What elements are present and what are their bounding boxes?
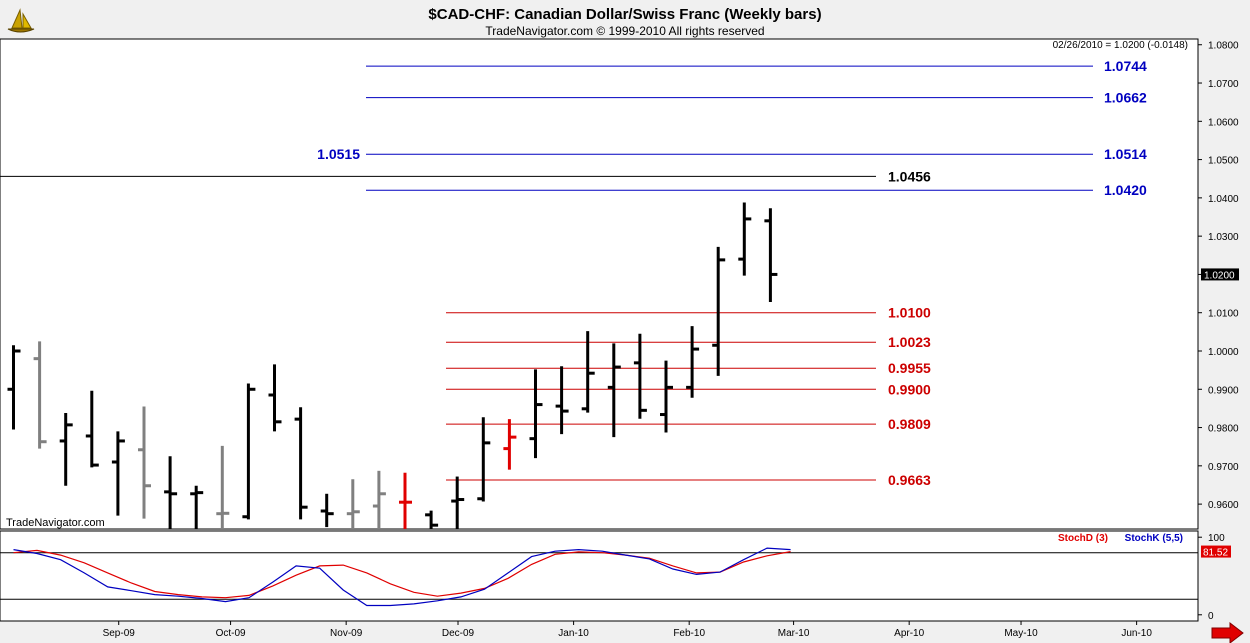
price-axis-label: 0.9900 [1208, 385, 1239, 396]
date-axis-label: Nov-09 [330, 628, 363, 639]
price-axis-label: 1.0500 [1208, 156, 1239, 167]
level-labels: 1.0744 1.0662 1.0514 1.0515 1.0456 1.0420 1.01… [317, 58, 1147, 488]
level-label: 0.9900 [888, 381, 931, 397]
ohlc-bar [346, 479, 360, 529]
level-label: 1.0744 [1104, 58, 1147, 74]
level-label: 1.0023 [888, 334, 931, 350]
ohlc-bar [581, 331, 595, 413]
level-label: 0.9663 [888, 472, 931, 488]
ohlc-bar [111, 431, 125, 516]
ohlc-bar [85, 390, 99, 468]
price-axis-label: 0.9600 [1208, 500, 1239, 511]
level-label: 1.0662 [1104, 90, 1147, 106]
price-axis-label: 1.0700 [1208, 79, 1239, 90]
last-price-box [1201, 268, 1239, 281]
stochastic-axis: 100 0 81.52 [1198, 533, 1231, 622]
ohlc-bar [59, 413, 73, 486]
level-label: 1.0514 [1104, 146, 1147, 162]
ohlc-bar [164, 456, 178, 529]
date-axis-label: May-10 [1004, 628, 1038, 639]
watermark-text: TradeNavigator.com [6, 517, 105, 529]
date-axis-label: Dec-09 [442, 628, 475, 639]
date-axis-label: Jun-10 [1121, 628, 1152, 639]
price-axis: 1.0800 1.0700 1.0600 1.0500 1.0400 1.0300 1.02… [1198, 41, 1239, 511]
sailboat-logo-icon [5, 6, 37, 36]
price-axis-label: 1.0000 [1208, 347, 1239, 358]
ohlc-bar [633, 333, 647, 419]
level-label: 1.0420 [1104, 182, 1147, 198]
ohlc-bar [660, 360, 673, 433]
ohlc-bar [294, 407, 308, 520]
chart-title: $CAD-CHF: Canadian Dollar/Swiss Franc (W… [428, 6, 821, 23]
stochastic-axis-label: 0 [1208, 611, 1214, 622]
price-axis-label: 0.9800 [1208, 424, 1239, 435]
date-axis-label: Sep-09 [103, 628, 136, 639]
stochastic-panel [0, 530, 1199, 622]
ohlc-bar [268, 364, 282, 432]
ohlc-bar [190, 485, 204, 529]
ohlc-bar [712, 246, 726, 376]
ohlc-bar [764, 208, 778, 302]
level-label: 0.9955 [888, 360, 931, 376]
ohlc-bar [529, 369, 543, 459]
ohlc-bar [607, 343, 621, 438]
level-label: 1.0456 [888, 168, 931, 184]
date-axis: Sep-09 Oct-09 Nov-09 Dec-09 Jan-10 Feb-10 Mar-… [103, 621, 1152, 639]
date-axis-label: Mar-10 [778, 628, 810, 639]
last-price-label: 1.0200 [1204, 270, 1235, 281]
last-price-info: 02/26/2010 = 1.0200 (-0.0148) [1053, 40, 1188, 51]
ohlc-bar [686, 326, 700, 398]
stochastic-axis-label: 100 [1208, 533, 1225, 544]
stochastic-series-d [13, 549, 791, 599]
chart-subtitle: TradeNavigator.com © 1999-2010 All right… [485, 24, 764, 38]
level-label: 0.9809 [888, 416, 931, 432]
price-axis-label: 1.0800 [1208, 41, 1239, 52]
legend-stoch-k: StochK (5,5) [1125, 533, 1183, 544]
legend-stoch-d: StochD (3) [1058, 533, 1108, 544]
ohlc-bar [425, 510, 439, 529]
ohlc-bar [503, 419, 517, 470]
ohlc-bar [372, 470, 386, 529]
ohlc-bar [7, 345, 21, 430]
ohlc-bar [555, 366, 569, 435]
scroll-right-arrow-icon[interactable] [1211, 621, 1244, 643]
ohlc-bar [216, 445, 230, 529]
ohlc-bar [738, 202, 752, 276]
date-axis-label: Apr-10 [894, 628, 924, 639]
stochastic-series-k [13, 547, 791, 607]
level-lines [0, 65, 1093, 481]
ohlc-bar [242, 383, 256, 520]
date-axis-label: Jan-10 [558, 628, 589, 639]
stoch-d-last-label: 81.52 [1203, 548, 1228, 559]
stoch-d-last-box [1201, 545, 1231, 558]
price-axis-label: 0.9700 [1208, 462, 1239, 473]
ohlc-bar [320, 493, 334, 528]
date-axis-label: Oct-09 [216, 628, 246, 639]
price-axis-label: 1.0100 [1208, 309, 1239, 320]
ohlc-bar [399, 472, 412, 529]
price-panel [0, 38, 1199, 530]
ohlc-bar [33, 341, 47, 449]
price-axis-label: 1.0300 [1208, 232, 1239, 243]
ohlc-bar [477, 417, 491, 502]
stochastic-lines [13, 547, 791, 607]
price-axis-label: 1.0600 [1208, 117, 1239, 128]
price-axis-label: 1.0400 [1208, 194, 1239, 205]
ohlc-bar [451, 476, 465, 529]
price-bars [7, 202, 778, 529]
level-label-left: 1.0515 [317, 146, 360, 162]
level-label: 1.0100 [888, 305, 931, 321]
date-axis-label: Feb-10 [673, 628, 705, 639]
ohlc-bar [138, 406, 151, 519]
